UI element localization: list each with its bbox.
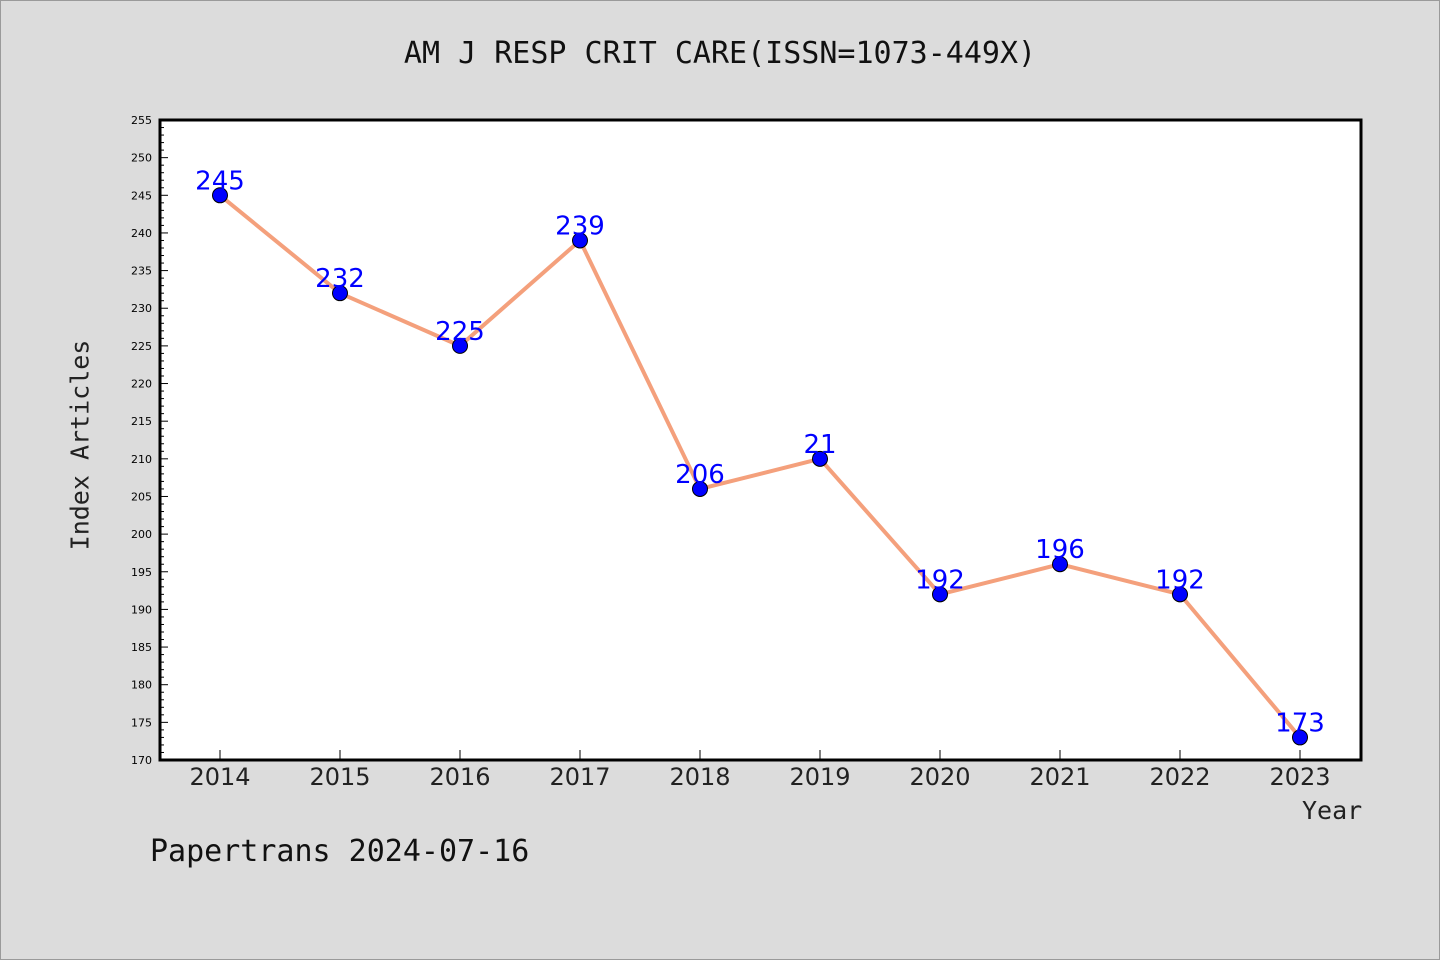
data-label: 192 bbox=[915, 565, 965, 595]
x-tick-label: 2015 bbox=[309, 763, 370, 791]
data-label: 196 bbox=[1035, 535, 1085, 565]
y-tick-label: 180 bbox=[131, 679, 152, 692]
y-tick-label: 250 bbox=[131, 152, 152, 165]
data-label: 206 bbox=[675, 460, 725, 490]
y-tick-label: 235 bbox=[131, 265, 152, 278]
y-tick-label: 185 bbox=[131, 641, 152, 654]
y-tick-label: 170 bbox=[131, 754, 152, 767]
data-point bbox=[452, 337, 468, 354]
y-tick-label: 200 bbox=[131, 528, 152, 541]
data-point bbox=[1172, 586, 1188, 603]
data-label: 192 bbox=[1155, 565, 1205, 595]
data-point bbox=[932, 586, 948, 603]
y-tick-label: 195 bbox=[131, 566, 152, 579]
chart-title: AM J RESP CRIT CARE(ISSN=1073-449X) bbox=[403, 36, 1037, 71]
data-point bbox=[692, 480, 708, 497]
y-tick-label: 255 bbox=[131, 114, 152, 127]
x-tick-label: 2022 bbox=[1149, 763, 1210, 791]
footer-caption: Papertrans 2024-07-16 bbox=[150, 834, 530, 869]
y-tick-label: 210 bbox=[131, 453, 152, 466]
data-label: 245 bbox=[195, 166, 245, 196]
x-tick-label: 2020 bbox=[909, 763, 970, 791]
x-tick-label: 2018 bbox=[669, 763, 730, 791]
x-tick-label: 2023 bbox=[1269, 763, 1330, 791]
data-point bbox=[812, 450, 828, 467]
data-label: 21 bbox=[803, 430, 836, 460]
y-tick-label: 245 bbox=[131, 189, 152, 202]
y-tick-label: 215 bbox=[131, 415, 152, 428]
y-tick-label: 225 bbox=[131, 340, 152, 353]
y-tick-label: 190 bbox=[131, 603, 152, 616]
x-tick-label: 2019 bbox=[789, 763, 850, 791]
data-point bbox=[1052, 556, 1068, 573]
x-tick-label: 2017 bbox=[549, 763, 610, 791]
data-label: 225 bbox=[435, 317, 485, 347]
plot-area bbox=[158, 118, 1363, 762]
y-tick-label: 220 bbox=[131, 378, 152, 391]
data-point bbox=[572, 232, 588, 249]
data-point bbox=[212, 187, 228, 204]
data-label: 239 bbox=[555, 211, 605, 241]
x-tick-label: 2016 bbox=[429, 763, 490, 791]
x-tick-label: 2014 bbox=[189, 763, 250, 791]
series-line bbox=[218, 193, 1302, 739]
x-axis-label: Year bbox=[1302, 796, 1363, 825]
data-label: 232 bbox=[315, 264, 365, 294]
data-label: 173 bbox=[1275, 708, 1325, 738]
y-tick-label: 230 bbox=[131, 302, 152, 315]
data-point bbox=[332, 285, 348, 302]
y-tick-label: 175 bbox=[131, 716, 152, 729]
y-tick-label: 205 bbox=[131, 490, 152, 503]
y-tick-label: 240 bbox=[131, 227, 152, 240]
x-tick-label: 2021 bbox=[1029, 763, 1090, 791]
data-point bbox=[1292, 729, 1308, 746]
